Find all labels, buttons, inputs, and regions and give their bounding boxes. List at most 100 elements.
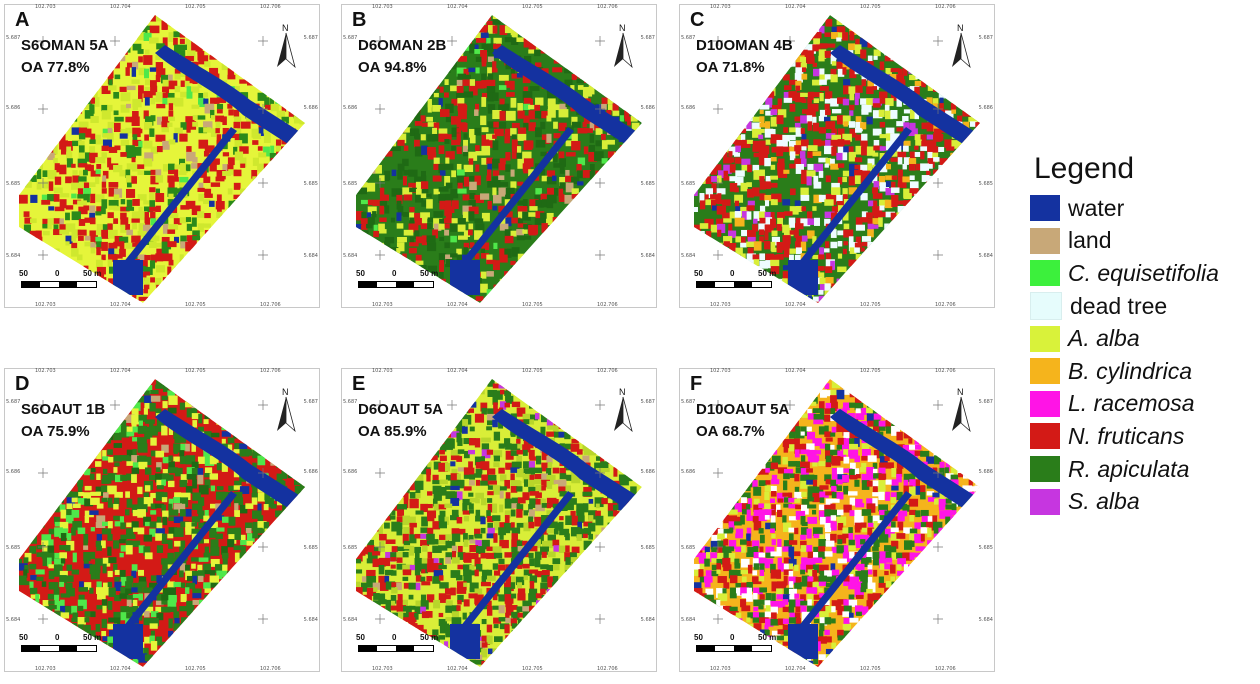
graticule-cross xyxy=(375,400,385,410)
graticule-cross xyxy=(713,400,723,410)
graticule-cross xyxy=(38,178,48,188)
latitude-tick-label: 5.684 xyxy=(681,253,696,259)
latitude-tick-label: 5.684 xyxy=(343,617,358,623)
latitude-tick-label: 5.687 xyxy=(978,399,993,405)
scale-bar: 50 0 50 m xyxy=(694,633,794,655)
legend-item: L. racemosa xyxy=(1030,388,1250,421)
longitude-tick-label: 102.705 xyxy=(860,666,881,672)
graticule-cross xyxy=(595,250,605,260)
latitude-tick-label: 5.686 xyxy=(978,105,993,111)
graticule-cross xyxy=(38,36,48,46)
panel-model-name: S6OAUT 1B xyxy=(21,401,106,418)
longitude-tick-label: 102.705 xyxy=(185,4,206,10)
north-arrow-icon: N xyxy=(608,23,638,71)
panel-letter: E xyxy=(352,373,366,395)
graticule-cross xyxy=(38,400,48,410)
latitude-tick-label: 5.687 xyxy=(303,35,318,41)
longitude-tick-label: 102.706 xyxy=(935,302,956,308)
graticule-cross xyxy=(595,36,605,46)
legend-swatch xyxy=(1030,292,1062,321)
latitude-tick-label: 5.684 xyxy=(303,253,318,259)
scale-bar-label: 0 xyxy=(730,269,735,278)
longitude-tick-label: 102.705 xyxy=(522,666,543,672)
latitude-tick-label: 5.684 xyxy=(978,253,993,259)
map-panel-d: 102.703 102.703 102.704 102.704 102.705 102.7… xyxy=(4,368,320,672)
longitude-tick-label: 102.703 xyxy=(710,368,731,374)
graticule-cross xyxy=(38,468,48,478)
latitude-tick-label: 5.685 xyxy=(303,545,318,551)
latitude-tick-label: 5.686 xyxy=(6,105,21,111)
latitude-tick-label: 5.686 xyxy=(640,469,655,475)
classification-map xyxy=(19,379,305,667)
latitude-tick-label: 5.687 xyxy=(640,35,655,41)
graticule-cross xyxy=(933,104,943,114)
graticule-cross xyxy=(375,178,385,188)
scale-bar: 50 0 50 m xyxy=(356,269,456,291)
latitude-tick-label: 5.684 xyxy=(640,617,655,623)
scale-bar-label: 50 xyxy=(356,269,365,278)
north-label: N xyxy=(619,387,626,397)
legend-item: N. fruticans xyxy=(1030,420,1250,453)
longitude-tick-label: 102.704 xyxy=(447,4,468,10)
longitude-tick-label: 102.703 xyxy=(710,666,731,672)
longitude-tick-label: 102.703 xyxy=(372,4,393,10)
longitude-tick-label: 102.704 xyxy=(447,302,468,308)
legend-swatch xyxy=(1030,423,1060,450)
longitude-tick-label: 102.703 xyxy=(35,4,56,10)
latitude-tick-label: 5.685 xyxy=(978,545,993,551)
longitude-tick-label: 102.704 xyxy=(785,368,806,374)
legend-item: land xyxy=(1030,225,1250,258)
north-arrow-icon: N xyxy=(608,387,638,435)
graticule-cross xyxy=(258,614,268,624)
longitude-tick-label: 102.706 xyxy=(597,666,618,672)
latitude-tick-label: 5.685 xyxy=(681,545,696,551)
graticule-cross xyxy=(713,178,723,188)
panel-model-name: D6OAUT 5A xyxy=(358,401,444,418)
latitude-tick-label: 5.684 xyxy=(303,617,318,623)
longitude-tick-label: 102.706 xyxy=(260,4,281,10)
latitude-tick-label: 5.685 xyxy=(681,181,696,187)
graticule-cross xyxy=(375,36,385,46)
latitude-tick-label: 5.685 xyxy=(6,545,21,551)
latitude-tick-label: 5.687 xyxy=(681,35,696,41)
graticule-cross xyxy=(713,614,723,624)
longitude-tick-label: 102.703 xyxy=(372,666,393,672)
graticule-cross xyxy=(258,178,268,188)
graticule-cross xyxy=(595,178,605,188)
graticule-cross xyxy=(713,468,723,478)
legend-label: C. equisetifolia xyxy=(1068,259,1219,286)
scale-bar-label: 0 xyxy=(392,269,397,278)
longitude-tick-label: 102.705 xyxy=(522,302,543,308)
latitude-tick-label: 5.685 xyxy=(303,181,318,187)
panel-model-name: S6OMAN 5A xyxy=(21,37,109,54)
longitude-tick-label: 102.706 xyxy=(597,302,618,308)
overall-accuracy: OA 75.9% xyxy=(21,423,90,440)
scale-bar-label: 0 xyxy=(55,633,60,642)
graticule-cross xyxy=(258,400,268,410)
longitude-tick-label: 102.703 xyxy=(35,368,56,374)
longitude-tick-label: 102.704 xyxy=(447,666,468,672)
legend-swatch xyxy=(1030,260,1060,287)
latitude-tick-label: 5.685 xyxy=(6,181,21,187)
scale-bar-label: 50 xyxy=(356,633,365,642)
latitude-tick-label: 5.686 xyxy=(343,105,358,111)
scale-bar-label: 50 m xyxy=(758,269,777,278)
graticule-cross xyxy=(38,614,48,624)
longitude-tick-label: 102.705 xyxy=(860,302,881,308)
scale-bar: 50 0 50 m xyxy=(694,269,794,291)
overall-accuracy: OA 85.9% xyxy=(358,423,427,440)
longitude-tick-label: 102.703 xyxy=(372,368,393,374)
panel-model-name: D10OAUT 5A xyxy=(696,401,790,418)
latitude-tick-label: 5.684 xyxy=(681,617,696,623)
longitude-tick-label: 102.705 xyxy=(860,4,881,10)
latitude-tick-label: 5.687 xyxy=(6,399,21,405)
graticule-cross xyxy=(595,400,605,410)
graticule-cross xyxy=(375,250,385,260)
graticule-cross xyxy=(258,104,268,114)
classification-map xyxy=(694,379,980,667)
overall-accuracy: OA 77.8% xyxy=(21,59,90,76)
longitude-tick-label: 102.704 xyxy=(785,666,806,672)
longitude-tick-label: 102.706 xyxy=(935,4,956,10)
graticule-cross xyxy=(38,104,48,114)
legend-item: C. equisetifolia xyxy=(1030,257,1250,290)
